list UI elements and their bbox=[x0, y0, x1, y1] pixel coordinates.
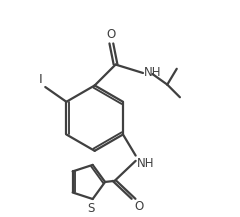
Text: O: O bbox=[107, 28, 116, 41]
Text: S: S bbox=[87, 202, 94, 215]
Text: O: O bbox=[135, 200, 144, 213]
Text: I: I bbox=[38, 73, 42, 86]
Text: NH: NH bbox=[144, 66, 162, 79]
Text: NH: NH bbox=[137, 157, 154, 170]
